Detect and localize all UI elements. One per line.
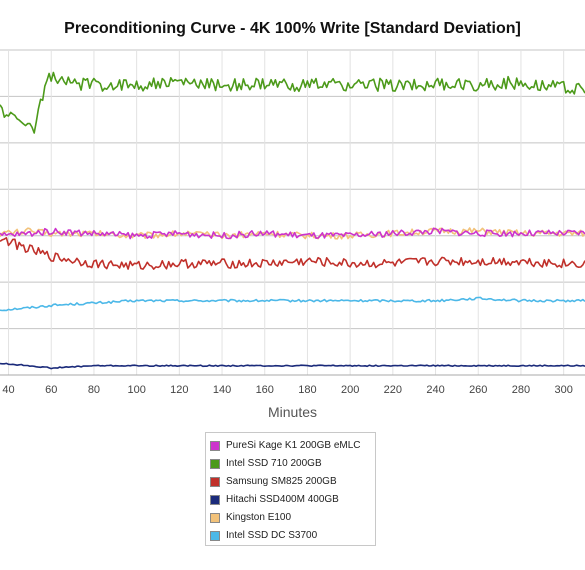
series-line — [0, 362, 585, 370]
x-tick-label: 220 — [384, 384, 402, 396]
series-line — [0, 227, 585, 240]
legend-label: Intel SSD 710 200GB — [226, 458, 322, 469]
legend-label: Samsung SM825 200GB — [226, 476, 337, 487]
legend-label: Hitachi SSD400M 400GB — [226, 494, 339, 505]
line-chart: 40 60 80 100 120 140 160 180 200 220 240 260 280 300 … — [0, 49, 585, 420]
chart-title: Preconditioning Curve - 4K 100% Write [S… — [64, 20, 521, 37]
legend-item: PureSi Kage K1 200GB eMLC — [210, 437, 361, 454]
legend-swatch — [210, 512, 220, 523]
legend-item: Intel SSD DC S3700 — [210, 527, 317, 544]
x-tick-label: 280 — [512, 384, 530, 396]
grid-lines — [0, 49, 585, 376]
x-tick-label: 60 — [45, 384, 57, 396]
legend-swatch — [210, 494, 220, 505]
x-axis-label: Minutes — [268, 404, 317, 420]
series-line — [0, 227, 585, 240]
legend-item: Hitachi SSD400M 400GB — [210, 491, 339, 508]
legend-item: Samsung SM825 200GB — [210, 473, 337, 490]
x-tick-label: 300 — [554, 384, 572, 396]
legend-swatch — [210, 458, 220, 469]
legend-label: PureSi Kage K1 200GB eMLC — [226, 440, 361, 451]
legend: PureSi Kage K1 200GB eMLC Intel SSD 710 2… — [205, 432, 376, 546]
x-tick-label: 140 — [213, 384, 231, 396]
x-tick-label: 240 — [426, 384, 444, 396]
x-axis-ticks: 40 60 80 100 120 140 160 180 200 220 240 260 280 300 — [2, 384, 572, 396]
x-tick-label: 40 — [2, 384, 14, 396]
x-tick-label: 260 — [469, 384, 487, 396]
x-tick-label: 80 — [88, 384, 100, 396]
legend-label: Intel SSD DC S3700 — [226, 530, 318, 541]
legend-item: Kingston E100 — [210, 509, 291, 526]
legend-swatch — [210, 476, 220, 487]
x-tick-label: 100 — [127, 384, 145, 396]
legend-swatch — [210, 440, 220, 451]
x-tick-label: 160 — [256, 384, 274, 396]
x-tick-label: 120 — [170, 384, 188, 396]
legend-label: Kingston E100 — [226, 512, 292, 523]
x-tick-label: 200 — [341, 384, 359, 396]
series-line — [0, 237, 585, 270]
series-line — [0, 71, 585, 134]
x-tick-label: 180 — [298, 384, 316, 396]
series-lines — [0, 71, 585, 370]
series-line — [0, 296, 585, 312]
legend-item: Intel SSD 710 200GB — [210, 455, 322, 472]
legend-swatch — [210, 530, 220, 541]
